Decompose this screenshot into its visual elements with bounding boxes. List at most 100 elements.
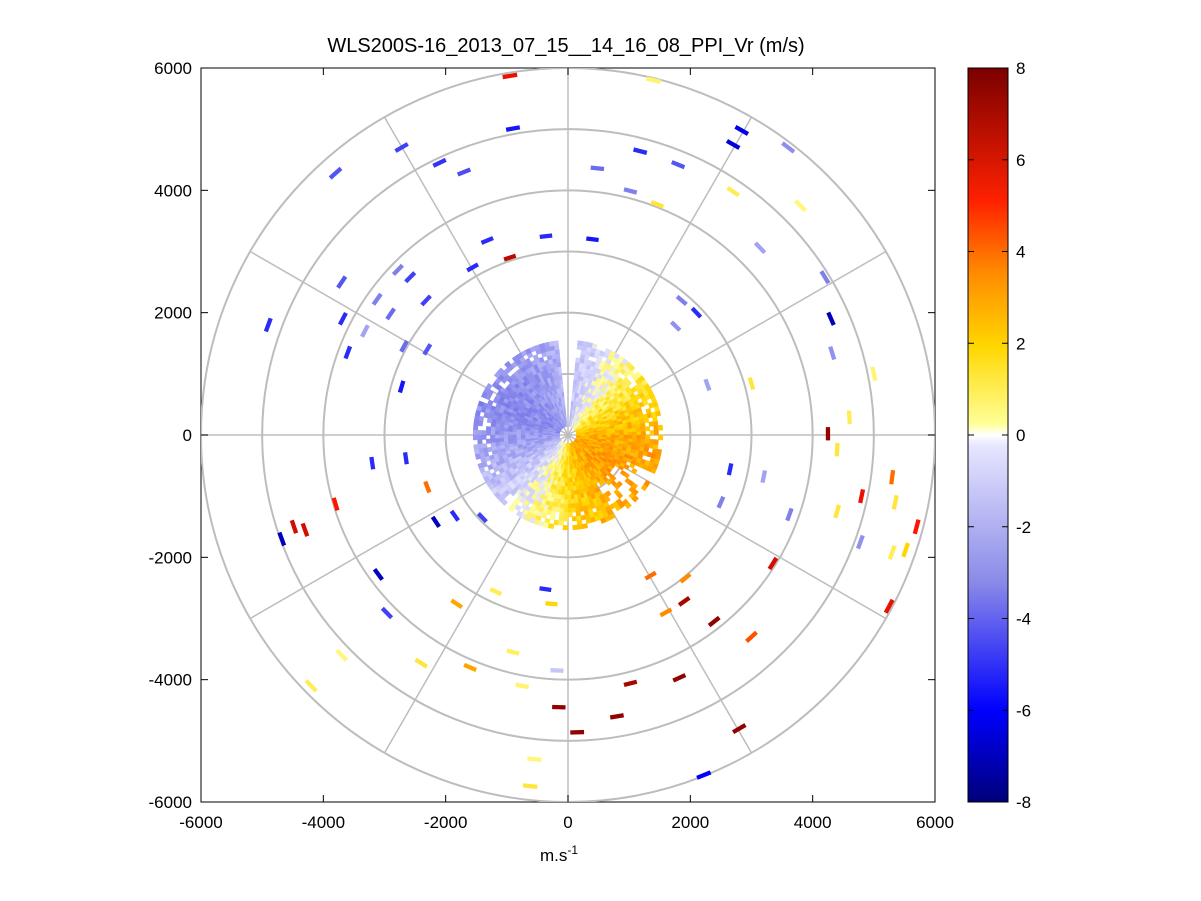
near-field-cell	[570, 404, 574, 410]
velocity-cell	[659, 607, 673, 618]
velocity-cell	[707, 615, 721, 628]
velocity-cell	[522, 783, 538, 790]
y-tick-labels: 6000 4000 2000 0 -2000 -4000 -6000	[149, 59, 192, 812]
velocity-cell	[570, 729, 585, 735]
velocity-cell	[912, 519, 921, 535]
velocity-cell	[675, 294, 688, 306]
velocity-cell	[539, 233, 553, 240]
colorbar-tick-label: -2	[1016, 518, 1031, 537]
near-field-cell	[477, 434, 483, 441]
near-field-cell	[511, 355, 520, 363]
near-field-cell	[593, 434, 599, 437]
velocity-cell	[331, 497, 340, 511]
velocity-cell	[449, 509, 460, 522]
near-field-cell	[540, 512, 548, 519]
y-tick-label: 6000	[154, 59, 192, 78]
near-field-cell	[559, 511, 565, 518]
velocity-cell	[834, 442, 840, 457]
near-field-cell	[627, 431, 633, 436]
near-field-cell	[570, 400, 574, 406]
colorbar-tick-label: -6	[1016, 701, 1031, 720]
near-field-cell	[567, 503, 573, 509]
near-field-cell	[477, 439, 483, 445]
near-field-cell	[498, 434, 504, 439]
near-field-cell	[636, 434, 642, 440]
near-field-cell	[481, 434, 487, 440]
velocity-cell	[858, 488, 866, 504]
near-field-cell	[653, 425, 659, 431]
near-field-cell	[558, 516, 565, 522]
velocity-cell	[679, 572, 692, 584]
near-field-cell	[597, 434, 603, 438]
near-field-cell	[623, 434, 629, 439]
near-field-cell	[631, 495, 639, 503]
velocity-cell	[669, 320, 682, 332]
near-field-cell	[493, 371, 502, 379]
near-field-cell	[631, 438, 638, 443]
velocity-cell	[328, 166, 343, 180]
y-tick-label: -2000	[149, 548, 192, 567]
velocity-cell	[515, 682, 530, 690]
near-field-cell	[490, 430, 496, 436]
velocity-cell	[552, 704, 566, 710]
velocity-cell	[670, 160, 686, 170]
near-field-cell	[473, 419, 479, 426]
velocity-cell	[828, 345, 837, 361]
velocity-cell	[430, 515, 441, 529]
near-field-cell	[577, 340, 584, 346]
near-field-cell	[605, 490, 612, 497]
near-field-cell	[604, 496, 611, 503]
near-field-cell	[576, 434, 582, 436]
near-field-cell	[571, 516, 578, 522]
near-field-cell	[567, 494, 572, 500]
near-field-cell	[657, 424, 664, 431]
near-field-cell	[604, 347, 612, 355]
near-field-cell	[619, 434, 625, 439]
velocity-cell	[633, 147, 648, 155]
near-field-cell	[610, 434, 616, 438]
near-field-cell	[498, 427, 505, 432]
near-field-cell	[477, 429, 483, 436]
velocity-cell	[887, 544, 897, 560]
velocity-cell	[623, 187, 638, 195]
velocity-cell	[397, 380, 406, 394]
near-field-cell	[616, 480, 623, 488]
velocity-cell	[819, 270, 831, 285]
near-field-cell	[515, 431, 521, 436]
x-axis-label: m.s-1	[540, 843, 578, 865]
near-field-cell	[656, 448, 662, 456]
near-field-cell	[563, 507, 569, 513]
x-tick-label: -2000	[424, 813, 467, 832]
near-field-cell	[564, 499, 569, 505]
velocity-cell	[300, 522, 310, 537]
velocity-cell	[289, 519, 299, 534]
near-field-cell	[520, 432, 526, 436]
velocity-cell	[404, 271, 417, 284]
velocity-cell	[369, 456, 376, 470]
near-field-cell	[623, 472, 630, 479]
near-field-cell	[645, 434, 651, 440]
near-field-cell	[615, 434, 621, 439]
velocity-cell	[825, 427, 831, 441]
near-field-cell	[584, 434, 590, 437]
velocity-cell	[277, 531, 287, 547]
near-field-cell	[563, 503, 569, 509]
velocity-cell	[725, 139, 741, 150]
near-field-cell	[573, 378, 578, 385]
near-field-cell	[565, 473, 569, 479]
near-field-cell	[616, 492, 624, 500]
near-field-cell	[623, 437, 629, 442]
near-field-cell	[559, 507, 565, 513]
near-field-cell	[511, 431, 517, 436]
velocity-cell	[456, 167, 472, 177]
y-tick-label: 0	[183, 426, 192, 445]
near-field-cell	[572, 524, 579, 531]
velocity-cell	[646, 76, 662, 85]
velocity-cell	[677, 596, 691, 607]
colorbar-tick-label: -4	[1016, 610, 1031, 629]
near-field-cell	[486, 417, 493, 424]
near-field-cell	[565, 477, 569, 483]
near-field-cell	[652, 443, 659, 450]
near-field-cell	[644, 438, 651, 444]
near-field-cell	[632, 431, 638, 436]
